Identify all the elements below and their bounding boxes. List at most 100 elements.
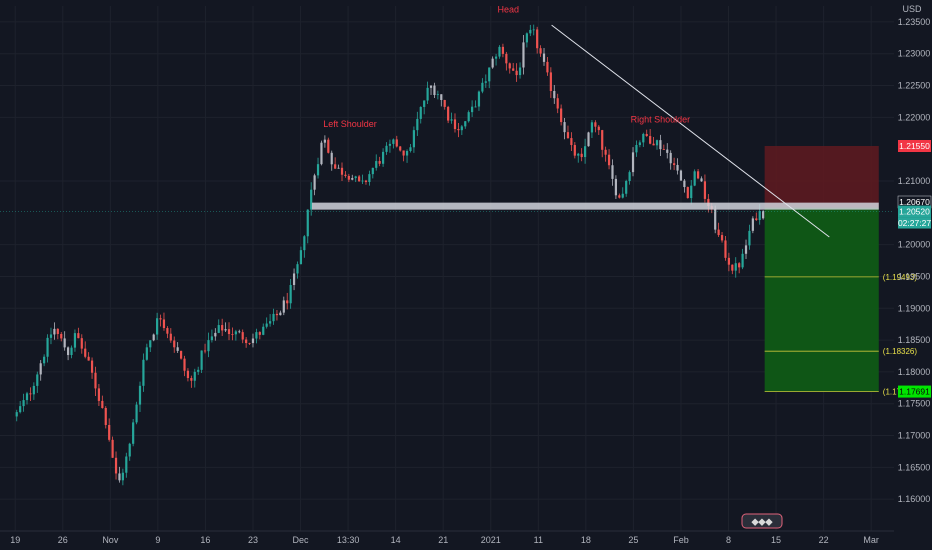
candle-body [436,94,439,96]
candle-body [224,329,227,331]
time-axis[interactable]: 19 26 Nov 9 16 23 Dec 13:30 14 21 2021 11 18 25 Feb 8 15… [0,530,894,545]
candle-body [364,180,368,183]
candle-body [539,48,542,54]
price-tick-label: 1.18500 [898,335,931,345]
candle-body [368,174,371,183]
countdown-label: 02:27:27 [898,218,931,228]
candle-body [690,185,693,199]
stop-loss-zone [764,146,879,208]
time-tick-label: 14 [391,535,401,545]
candle-body [443,100,446,107]
candle-body [494,56,498,59]
candle-body [755,218,758,221]
candle-body [166,328,169,334]
candle-body [299,250,303,265]
candle-body [402,150,405,156]
candle-body [162,319,166,329]
candle-body [49,334,53,338]
candle-body [303,236,306,251]
candle-body [36,374,39,386]
candle-body [207,340,210,352]
candle-body [460,126,463,131]
candle-body [529,29,532,34]
candle-body [149,340,152,348]
candle-body [248,343,251,344]
candle-body [683,180,686,188]
candle-body [111,439,114,458]
price-tag-label: 1.20520 [899,207,930,217]
candle-body [221,325,224,331]
time-tick-label: 11 [534,535,543,545]
candle-body [203,350,207,352]
candle-body [279,312,282,316]
price-tick-label: 1.23000 [898,49,931,59]
candle-body [156,318,159,335]
candle-body [635,145,638,153]
candle-body [679,170,683,181]
candle-body [197,369,200,372]
candle-body [306,209,309,237]
candle-body [409,147,412,151]
candle-body [217,325,220,333]
time-tick-label: 8 [726,535,731,545]
candle-body [358,176,361,182]
candle-body [210,336,213,341]
candle-body [94,372,97,389]
price-tick-label: 1.16000 [898,494,931,504]
candle-body [440,94,443,101]
candle-body [286,300,289,304]
time-tick-label: Mar [863,535,879,545]
candle-body [501,46,505,54]
candle-body [313,175,316,190]
candle-body [255,332,258,339]
candle-body [292,273,296,285]
candle-body [227,329,231,335]
candle-body [662,149,665,150]
candle-body [467,112,470,122]
time-tick-label: 18 [581,535,591,545]
candle-body [73,333,77,348]
candle-body [378,161,381,164]
candle-body [628,172,631,181]
candle-body [269,321,272,324]
candle-body [193,371,196,381]
candle-body [63,338,66,348]
candle-body [159,318,162,320]
candle-body [347,175,350,180]
candle-body [580,153,583,158]
pattern-label: Head [497,4,519,14]
candle-body [385,145,388,152]
price-tick-label: 1.19500 [898,271,931,281]
trendline [551,24,830,238]
candle-body [19,406,22,413]
countdown-tag [898,217,931,229]
candle-body [484,81,487,83]
candle-body [751,218,754,231]
price-tick-label: 1.21000 [898,176,931,186]
candle-body [43,356,46,364]
candle-body [135,404,138,423]
price-axis[interactable]: USD 1.23500 1.23000 1.22500 1.22000 1.21000 1.… [898,4,932,504]
candle-body [22,400,25,407]
candle-body [553,90,556,99]
candle-body [731,264,734,271]
candle-body [491,58,494,68]
price-tag [898,385,931,398]
price-tag-label: 1.17691 [899,387,930,397]
drawings-layer: (1.19493)(1.18326)(1.17690)Left Shoulder… [0,4,917,397]
candle-body [601,130,604,150]
candle-body [700,178,703,182]
candle-body [563,122,566,133]
price-tick-label: 1.16500 [898,462,931,472]
candle-body [625,180,628,194]
time-tick-label: 19 [10,535,20,545]
candle-body [351,178,354,180]
candle-body [587,132,590,147]
candle-body [655,140,659,146]
candle-body [241,332,244,340]
candle-body [262,326,265,335]
currency-label: USD [902,4,922,14]
candle-body [419,106,422,119]
candle-body [676,164,679,171]
